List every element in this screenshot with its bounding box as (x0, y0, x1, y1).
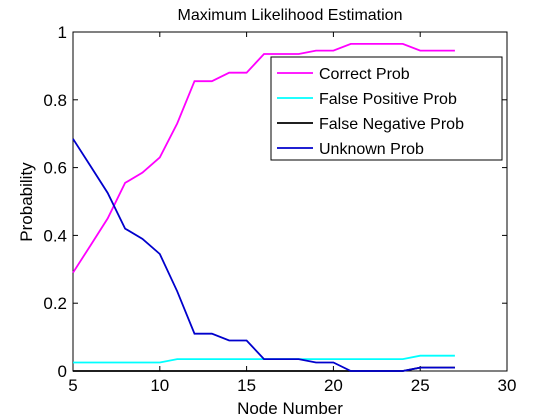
y-tick-label: 0 (58, 362, 67, 381)
legend-label: Unknown Prob (319, 141, 424, 158)
y-tick-label: 0.4 (43, 226, 67, 245)
legend-label: False Negative Prob (319, 116, 464, 133)
x-tick-label: 15 (237, 376, 256, 395)
legend-label: Correct Prob (319, 66, 410, 83)
series-line-correct-prob (72, 43, 455, 274)
y-tick-label: 0.6 (43, 159, 67, 178)
x-tick-label: 20 (324, 376, 343, 395)
y-tick-label: 1 (58, 23, 67, 42)
chart-title: Maximum Likelihood Estimation (178, 7, 403, 24)
y-tick-label: 0.8 (43, 91, 67, 110)
x-tick-label: 30 (498, 376, 517, 395)
y-axis-label: Probability (17, 162, 36, 242)
x-axis-label: Node Number (237, 399, 343, 418)
legend-box (270, 56, 503, 161)
legend-label: False Positive Prob (319, 91, 457, 108)
y-tick-label: 0.2 (43, 294, 67, 313)
x-tick-label: 25 (411, 376, 430, 395)
x-tick-label: 10 (150, 376, 169, 395)
series-line-unknown-prob (72, 138, 455, 372)
x-tick-label: 5 (68, 376, 77, 395)
